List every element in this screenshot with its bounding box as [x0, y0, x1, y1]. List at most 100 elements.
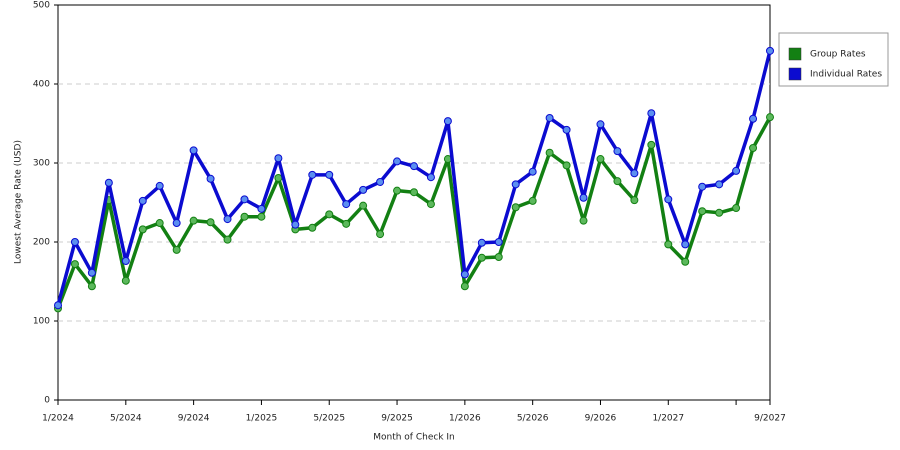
point: [494, 253, 503, 262]
point: [121, 256, 130, 265]
point: [749, 143, 758, 152]
point: [545, 148, 554, 157]
point: [410, 188, 418, 197]
point: [325, 170, 334, 179]
point: [291, 220, 300, 229]
point: [545, 113, 554, 122]
point: [240, 195, 249, 204]
point: [138, 196, 147, 205]
point: [308, 170, 317, 179]
point: [766, 46, 774, 55]
point: [359, 201, 368, 210]
point: [681, 240, 690, 249]
x-tick-label: 9/2025: [381, 414, 413, 424]
point: [698, 182, 707, 191]
point: [630, 196, 639, 205]
x-tick-label: 1/2024: [42, 414, 74, 424]
point: [257, 212, 266, 221]
x-tick-label: 1/2025: [246, 414, 278, 424]
point: [54, 301, 62, 310]
point: [70, 260, 79, 269]
point: [359, 185, 368, 194]
point: [698, 207, 707, 216]
x-tick-label: 9/2027: [754, 414, 786, 424]
point: [172, 219, 181, 228]
point: [596, 155, 605, 164]
point: [172, 245, 181, 254]
point: [342, 200, 351, 209]
y-tick-label: 400: [33, 80, 50, 90]
point: [155, 219, 164, 228]
point: [647, 109, 656, 118]
point: [206, 218, 215, 227]
point: [342, 219, 351, 228]
y-tick-label: 200: [33, 238, 50, 248]
point: [274, 154, 283, 163]
point: [528, 167, 537, 176]
point: [426, 200, 435, 209]
x-tick-label: 5/2024: [110, 414, 142, 424]
point: [189, 146, 198, 155]
point: [766, 113, 774, 122]
y-tick-label: 300: [33, 159, 50, 169]
point: [477, 238, 486, 247]
point: [460, 270, 469, 279]
point: [715, 180, 724, 189]
point: [715, 208, 724, 217]
point: [562, 125, 571, 134]
y-tick-label: 100: [33, 317, 50, 327]
x-tick-label: 1/2026: [449, 414, 481, 424]
point: [732, 166, 741, 175]
x-tick-label: 9/2026: [585, 414, 617, 424]
point: [393, 186, 402, 195]
legend-label: Individual Rates: [810, 70, 882, 80]
point: [138, 225, 147, 234]
point: [511, 203, 520, 212]
point: [579, 193, 588, 202]
x-tick-label: 5/2026: [517, 414, 549, 424]
point: [562, 161, 571, 170]
point: [410, 162, 418, 171]
point: [274, 174, 283, 183]
point: [87, 282, 96, 291]
point: [87, 268, 96, 277]
point: [664, 240, 673, 249]
point: [528, 196, 537, 205]
point: [647, 140, 656, 149]
point: [189, 216, 198, 225]
point: [240, 212, 249, 221]
point: [460, 282, 469, 291]
point: [681, 257, 690, 266]
point: [596, 120, 605, 129]
point: [376, 230, 385, 239]
point: [613, 147, 622, 156]
point: [223, 235, 232, 244]
x-tick-label: 5/2025: [313, 414, 345, 424]
point: [155, 181, 164, 190]
point: [477, 253, 486, 262]
y-axis-title: Lowest Average Rate (USD): [14, 140, 24, 264]
point: [223, 215, 232, 224]
point: [206, 174, 215, 183]
point: [121, 276, 130, 285]
point: [426, 173, 435, 182]
point: [393, 157, 402, 166]
point: [257, 204, 266, 213]
point: [70, 238, 79, 246]
point: [376, 177, 385, 186]
legend-swatch: [788, 67, 802, 81]
x-tick-label: 1/2027: [652, 414, 684, 424]
x-axis-title: Month of Check In: [373, 433, 455, 443]
plot-area: [57, 4, 771, 401]
point: [443, 117, 452, 126]
point: [613, 177, 622, 186]
point: [511, 180, 520, 189]
point: [664, 195, 673, 204]
legend-swatch: [788, 47, 802, 61]
point: [104, 178, 113, 187]
point: [308, 223, 317, 232]
point: [579, 216, 588, 225]
x-tick-label: 9/2024: [178, 414, 210, 424]
legend-label: Group Rates: [810, 50, 866, 60]
